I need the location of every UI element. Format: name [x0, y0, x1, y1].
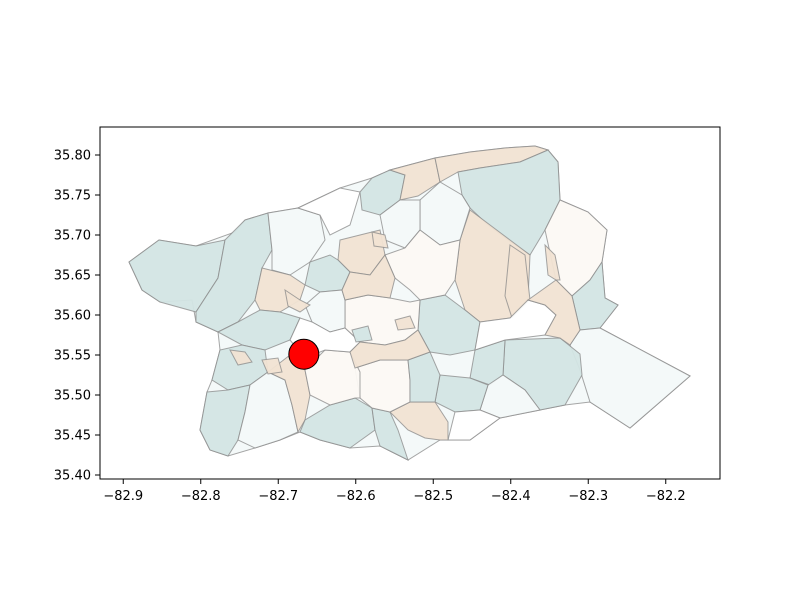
x-tick-label: −82.6	[336, 489, 376, 504]
y-tick-label: 35.65	[54, 269, 91, 284]
neighborhood-region	[195, 212, 273, 333]
x-tick-label: −82.8	[181, 489, 221, 504]
neighborhood-region	[394, 315, 416, 331]
neighborhood-region	[526, 279, 581, 346]
neighborhood-region	[371, 231, 389, 249]
neighborhood-region	[384, 229, 461, 301]
neighborhood-region	[261, 357, 283, 375]
y-tick-label: 35.45	[54, 429, 91, 444]
x-tick-label: −82.9	[103, 489, 143, 504]
neighborhood-region	[351, 325, 373, 343]
x-tick-label: −82.3	[568, 489, 608, 504]
y-tick-label: 35.50	[54, 389, 91, 404]
y-tick-label: 35.75	[54, 189, 91, 204]
neighborhood-region	[371, 407, 409, 461]
y-tick-label: 35.40	[54, 469, 91, 484]
neighborhood-region	[569, 327, 691, 429]
y-tick-label: 35.60	[54, 309, 91, 324]
x-axis: −82.9 −82.8 −82.7 −82.6 −82.5 −82.4 −82.3 −82.2	[103, 479, 686, 504]
axes-frame	[99, 126, 721, 480]
y-tick-label: 35.55	[54, 349, 91, 364]
y-tick-label: 35.80	[54, 149, 91, 164]
x-tick-label: −82.7	[258, 489, 298, 504]
neighborhood-region	[544, 243, 561, 281]
neighborhood-region	[229, 349, 253, 366]
neighborhood-region	[447, 409, 502, 441]
location-marker	[288, 338, 320, 370]
neighborhood-region	[349, 329, 431, 369]
neighborhood-region	[284, 288, 311, 313]
y-tick-label: 35.70	[54, 229, 91, 244]
region-layer	[128, 145, 691, 461]
neighborhood-region	[341, 254, 396, 301]
x-tick-label: −82.5	[413, 489, 453, 504]
y-axis: 35.40 35.45 35.50 35.55 35.60 35.65 35.70 35.75…	[54, 149, 100, 484]
neighborhood-region	[296, 187, 361, 236]
x-tick-label: −82.2	[646, 489, 686, 504]
x-tick-label: −82.4	[491, 489, 531, 504]
